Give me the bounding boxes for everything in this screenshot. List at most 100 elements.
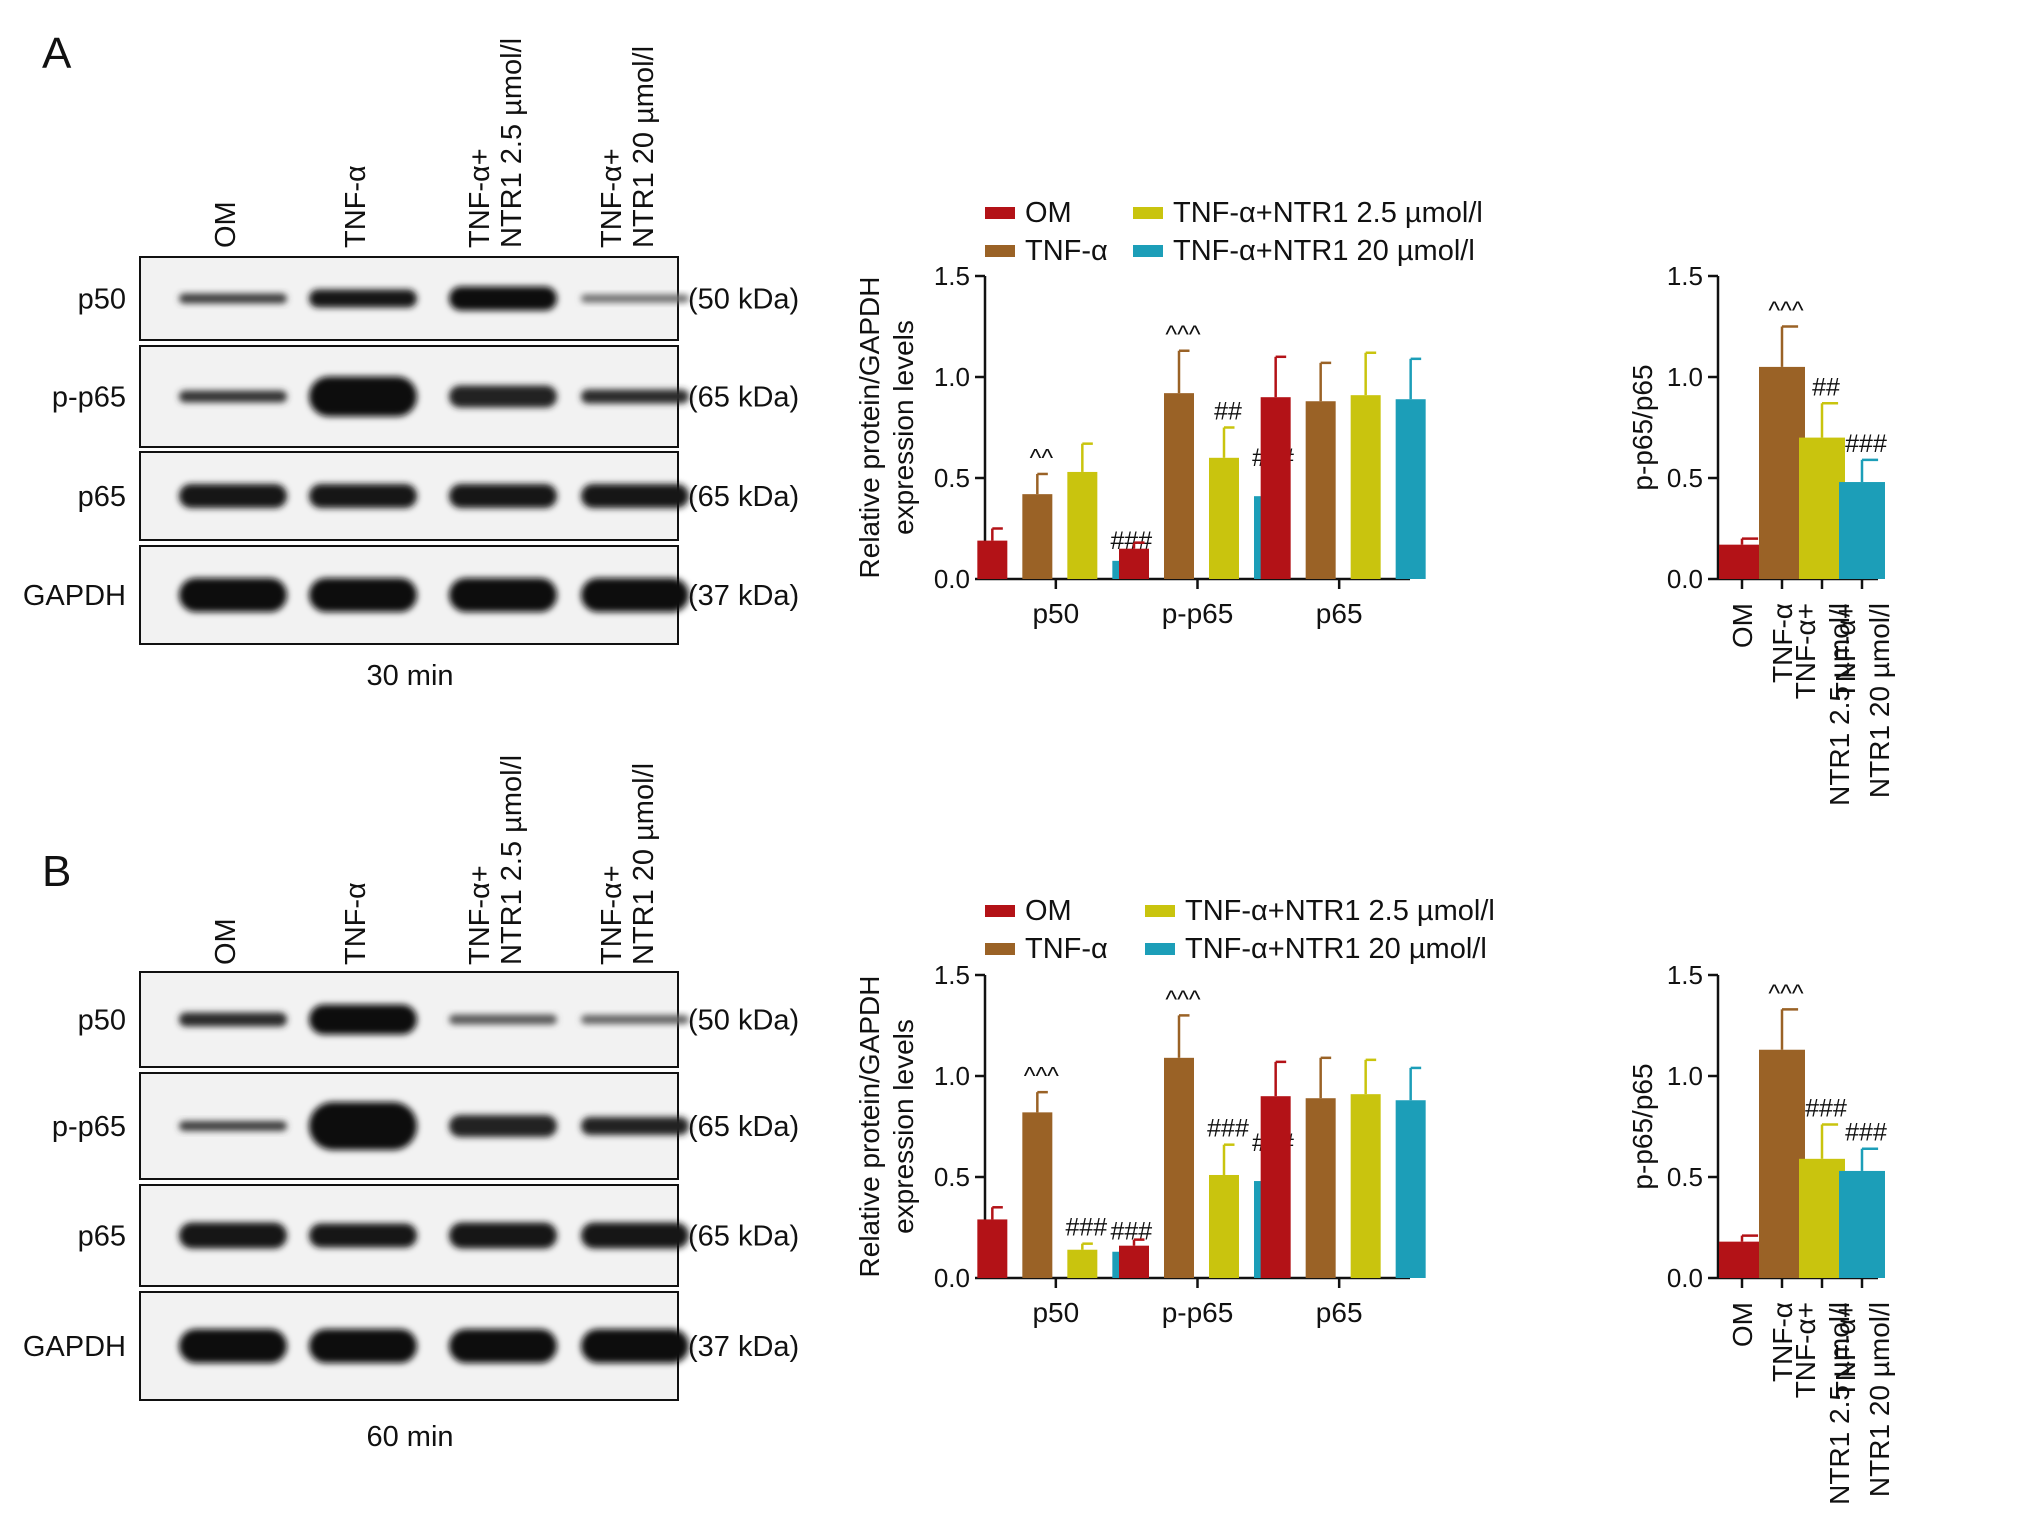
blot-band (179, 1121, 287, 1131)
legend-label: TNF-α (1025, 235, 1108, 267)
x-tick-label: NTR1 2.5 µmol/l (1824, 1302, 1855, 1505)
bar (1350, 1094, 1381, 1278)
significance-mark: ### (1805, 1094, 1847, 1122)
bar (1067, 471, 1098, 579)
blot-band (179, 293, 287, 304)
blot-band (449, 385, 557, 408)
bar (1260, 1096, 1291, 1278)
bar (1719, 1241, 1765, 1278)
significance-mark: ^^^ (1165, 985, 1200, 1013)
blot-band (309, 376, 417, 417)
lane-label: NTR1 20 µmol/l (628, 46, 660, 248)
blot-band (179, 578, 287, 612)
bar (1395, 399, 1426, 579)
blot-band (179, 1329, 287, 1363)
significance-mark: ### (1110, 1218, 1152, 1246)
blot-panel-b: BOM TNF-α TNF-α+ NTR1 2.5 µmol/l TNF-α+ NTR1 … (23, 755, 799, 1453)
blot-row-p50: p50 (50 kDa) (78, 256, 799, 341)
chart-b-ratio: 0.0 0.5 1.0 1.5 p-p65/p65 OM ^^^ TNF-α ### TNF-α+… (1627, 960, 1895, 1505)
bar (1209, 1174, 1239, 1278)
x-tick-label: TNF-α+ (1790, 603, 1821, 699)
x-tick-label: NTR1 20 µmol/l (1864, 603, 1895, 798)
legend-swatch (985, 905, 1015, 917)
blot-band (581, 578, 689, 612)
x-tick-label: p65 (1316, 598, 1363, 629)
blot-band (581, 1015, 689, 1024)
x-tick-label: OM (1727, 1302, 1758, 1347)
blot-band (581, 484, 689, 508)
panel-letter: A (42, 29, 72, 78)
bar (1119, 548, 1149, 579)
blot-band (309, 1102, 417, 1150)
legend-label: TNF-α+NTR1 20 µmol/l (1173, 235, 1475, 267)
blot-row-p-p65: p-p65 (65 kDa) (52, 345, 799, 448)
chart-b-grouped: 0.0 0.5 1.0 1.5 Relative protein/GAPDH expres… (854, 895, 1495, 1328)
blot-band (581, 389, 689, 404)
x-tick-label: TNF-α+ (1830, 1302, 1861, 1398)
y-axis-title: Relative protein/GAPDH (854, 277, 885, 579)
blot-band (581, 1222, 689, 1249)
significance-mark: ### (1845, 430, 1887, 458)
kda-label: (65 kDa) (688, 1111, 799, 1143)
blot-band (449, 1222, 557, 1249)
y-tick-label: 0.0 (934, 564, 970, 594)
significance-mark: ^^^ (1768, 297, 1803, 325)
blot-band (581, 1117, 689, 1135)
bar (1759, 366, 1805, 579)
kda-label: (65 kDa) (688, 382, 799, 414)
y-axis-title: p-p65/p65 (1627, 1063, 1658, 1189)
bar (1260, 397, 1291, 579)
significance-mark: ### (1065, 1214, 1107, 1242)
lane-label: TNF-α (340, 165, 372, 248)
lane-label: TNF-α+ (596, 865, 628, 965)
kda-label: (37 kDa) (688, 580, 799, 612)
western-blot-panels: AOM TNF-α TNF-α+ NTR1 2.5 µmol/l TNF-α+ NTR1 … (23, 29, 799, 1453)
x-tick-label: p50 (1032, 598, 1079, 629)
protein-label: p65 (78, 481, 126, 513)
bar (1395, 1100, 1426, 1278)
y-tick-label: 1.0 (934, 362, 970, 392)
blot-band (449, 484, 557, 508)
x-tick-label: p-p65 (1162, 598, 1234, 629)
blot-band (179, 1222, 287, 1249)
blot-band (309, 1223, 417, 1248)
time-label: 30 min (366, 660, 453, 692)
significance-mark: ### (1207, 1115, 1249, 1143)
bar (1799, 437, 1845, 579)
legend-swatch (1133, 245, 1163, 257)
protein-label: GAPDH (23, 580, 126, 612)
significance-mark: ^^^ (1768, 979, 1803, 1007)
y-tick-label: 0.0 (1667, 1263, 1703, 1293)
blot-band (581, 1329, 689, 1363)
y-tick-label: 1.0 (1667, 1061, 1703, 1091)
y-tick-label: 1.0 (934, 1061, 970, 1091)
chart-a-grouped: 0.0 0.5 1.0 1.5 Relative protein/GAPDH expres… (854, 197, 1483, 629)
y-axis-title: expression levels (888, 1019, 919, 1234)
lane-label: OM (210, 918, 242, 965)
x-tick-label: p65 (1316, 1297, 1363, 1328)
bar (1067, 1249, 1098, 1278)
bar (1119, 1245, 1149, 1278)
x-tick-label: p-p65 (1162, 1297, 1234, 1328)
y-axis-title: expression levels (888, 320, 919, 535)
blot-band (309, 1329, 417, 1363)
y-axis-title: p-p65/p65 (1627, 364, 1658, 490)
lane-label: TNF-α (340, 882, 372, 965)
x-tick-label: TNF-α+ (1790, 1302, 1821, 1398)
y-tick-label: 0.5 (1667, 463, 1703, 493)
protein-label: p-p65 (52, 1111, 126, 1143)
y-tick-label: 1.0 (1667, 362, 1703, 392)
lane-label: TNF-α+ (464, 148, 496, 248)
blot-band (309, 1004, 417, 1035)
lane-label: TNF-α+ (596, 148, 628, 248)
significance-mark: ### (1845, 1119, 1887, 1147)
lane-label: NTR1 2.5 µmol/l (496, 38, 528, 248)
significance-mark: ^^ (1030, 444, 1054, 472)
kda-label: (65 kDa) (688, 1221, 799, 1253)
blot-band (179, 484, 287, 508)
blot-band (449, 1115, 557, 1137)
x-tick-label: TNF-α+ (1830, 603, 1861, 699)
blot-band (179, 390, 287, 403)
